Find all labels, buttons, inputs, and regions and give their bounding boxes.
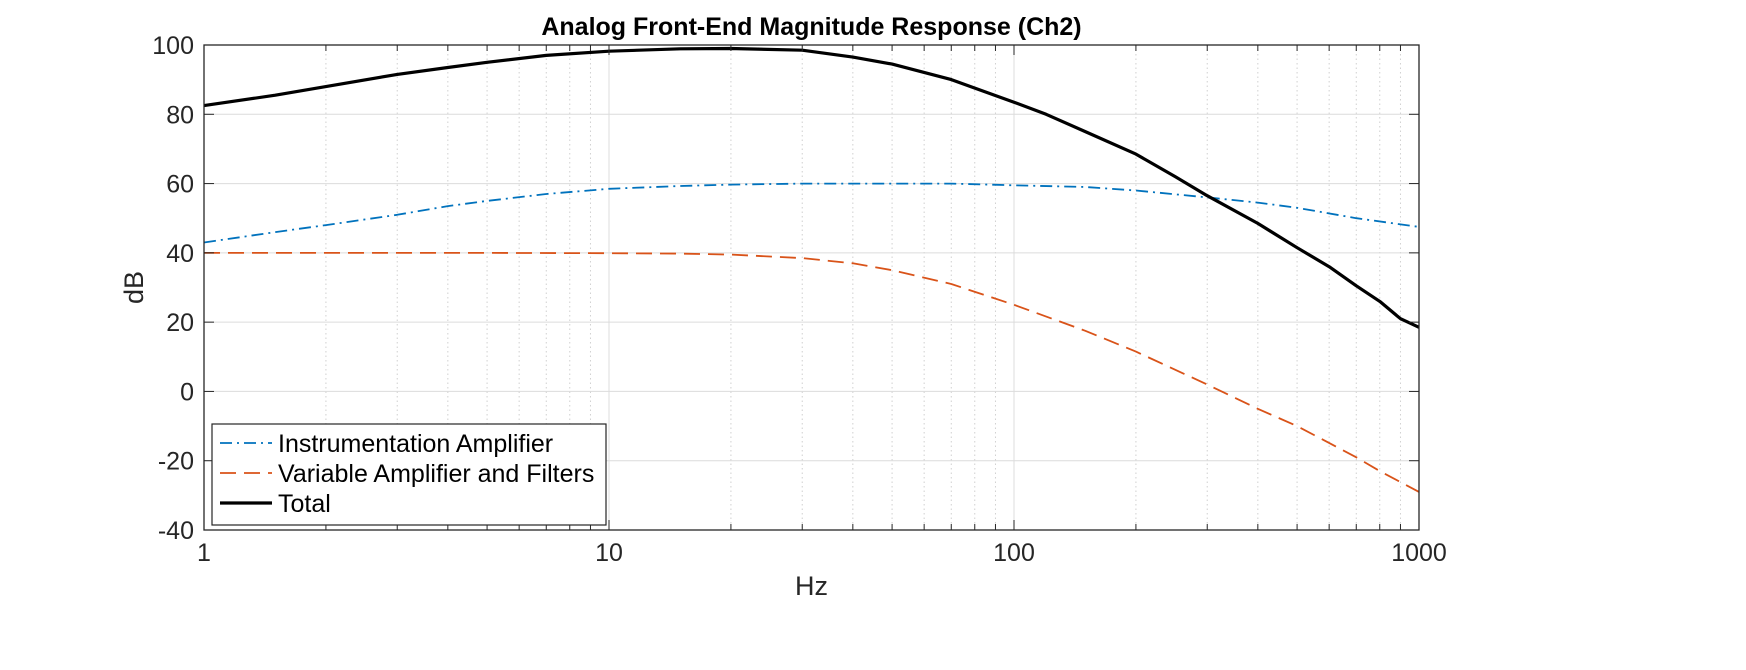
legend-label: Instrumentation Amplifier [278, 430, 553, 458]
series-line-2 [204, 252, 1420, 493]
legend-label: Total [278, 490, 331, 518]
series-layer [203, 46, 1420, 493]
y-tick-label: 20 [166, 309, 194, 337]
y-tick-label: 80 [166, 101, 194, 129]
y-axis-label: dB [119, 271, 149, 304]
y-tick-label: -40 [158, 517, 194, 545]
x-tick-label: 1 [197, 539, 211, 567]
x-tick-label: 1000 [1391, 539, 1447, 567]
x-tick-label: 100 [993, 539, 1035, 567]
y-tick-label: 40 [166, 240, 194, 268]
y-tick-label: 0 [180, 378, 194, 406]
legend-box [211, 423, 607, 526]
y-tick-label: -20 [158, 448, 194, 476]
chart-title: Analog Front-End Magnitude Response (Ch2… [541, 13, 1081, 41]
series-line-3 [203, 46, 1420, 329]
axes-box [203, 44, 1420, 531]
x-axis-label: Hz [795, 571, 828, 601]
tick-labels: 1 10 100 1000 -40 -20 0 20 40 60 80 100 [152, 32, 1447, 567]
y-tick-label: 60 [166, 171, 194, 199]
y-tick-label: 100 [152, 32, 194, 60]
tick-marks [203, 44, 1420, 531]
series-line-1 [203, 182, 1420, 244]
legend-label: Variable Amplifier and Filters [278, 460, 594, 488]
x-tick-label: 10 [595, 539, 623, 567]
